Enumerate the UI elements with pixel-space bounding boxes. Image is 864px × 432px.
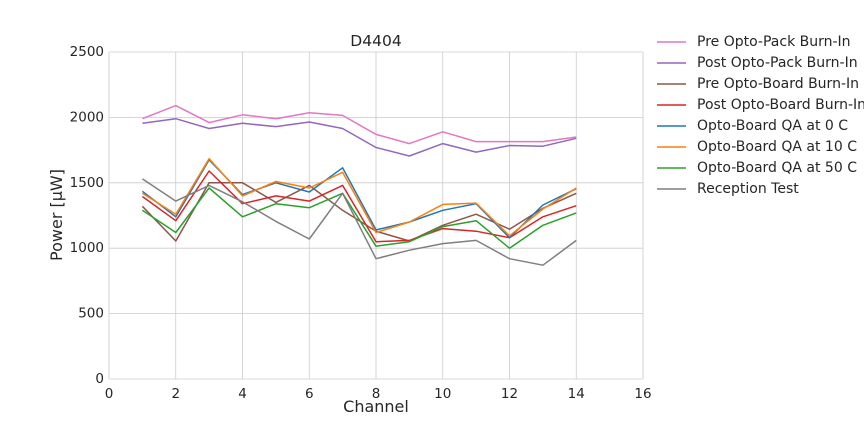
legend-label: Opto-Board QA at 0 C (697, 118, 848, 134)
y-tick-label: 2000 (70, 109, 104, 125)
grid (108, 51, 644, 380)
x-axis-label: Channel (343, 397, 409, 416)
y-tick-label: 500 (78, 306, 104, 322)
legend-label: Pre Opto-Board Burn-In (697, 76, 859, 92)
y-tick-label: 1500 (70, 175, 104, 191)
legend-label: Opto-Board QA at 10 C (697, 139, 857, 155)
x-tick-labels: 0 2 4 6 8 10 12 14 16 (105, 386, 652, 402)
y-tick-label: 2500 (70, 44, 104, 60)
legend-label: Post Opto-Board Burn-In (697, 97, 864, 113)
series-line (142, 117, 577, 157)
series-line (142, 157, 577, 237)
series-line (141, 187, 577, 249)
legend-label: Post Opto-Pack Burn-In (697, 55, 858, 71)
series-line (141, 170, 577, 243)
series-layer (141, 104, 577, 266)
x-tick-label: 8 (372, 386, 381, 402)
y-tick-labels: 0 500 1000 1500 2000 2500 (70, 44, 104, 387)
y-axis-label: Power [μW] (47, 169, 66, 261)
legend-label: Opto-Board QA at 50 C (697, 160, 857, 176)
y-tick-label: 1000 (70, 240, 104, 256)
x-tick-label: 12 (501, 386, 518, 402)
x-tick-label: 14 (568, 386, 585, 402)
x-tick-label: 16 (634, 386, 651, 402)
legend-label: Reception Test (697, 181, 799, 197)
y-tick-label: 0 (95, 371, 104, 387)
chart-title: D4404 (350, 32, 401, 50)
series-line (142, 104, 577, 145)
legend-label: Pre Opto-Pack Burn-In (697, 34, 851, 50)
series-line (141, 182, 577, 242)
series-line (141, 178, 577, 266)
x-tick-label: 10 (434, 386, 451, 402)
legend: Pre Opto-Pack Burn-In Post Opto-Pack Burn… (657, 34, 864, 197)
x-tick-label: 4 (238, 386, 247, 402)
x-tick-label: 6 (305, 386, 314, 402)
x-tick-label: 0 (105, 386, 114, 402)
x-tick-label: 2 (171, 386, 180, 402)
